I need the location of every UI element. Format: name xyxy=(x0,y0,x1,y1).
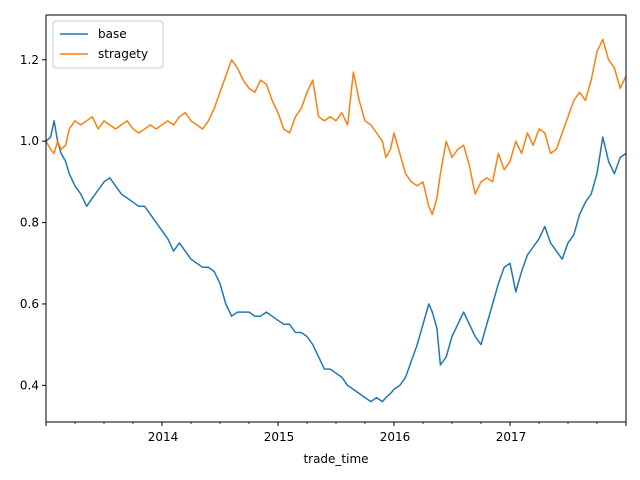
legend-label-base: base xyxy=(98,27,127,41)
y-tick-label: 0.8 xyxy=(20,216,39,230)
series-line-stragety xyxy=(45,38,627,216)
legend: base stragety xyxy=(52,20,164,69)
y-tick-label: 1.0 xyxy=(20,134,39,148)
y-tick-label: 0.4 xyxy=(20,378,39,392)
y-tick-label: 0.6 xyxy=(20,297,39,311)
x-tick-label: 2016 xyxy=(380,430,411,444)
legend-label-stragety: stragety xyxy=(98,47,148,61)
y-axis: 0.4 0.6 0.8 1.0 1.2 xyxy=(20,53,46,392)
x-axis: 2014 2015 2016 2017 xyxy=(45,422,627,444)
series-line-base xyxy=(45,120,627,403)
plot-lines xyxy=(45,38,627,403)
x-tick-label: 2015 xyxy=(264,430,295,444)
legend-box xyxy=(52,20,164,69)
y-tick-label: 1.2 xyxy=(20,53,39,67)
x-axis-label: trade_time xyxy=(303,452,368,466)
plot-frame xyxy=(45,14,627,423)
x-tick-label: 2017 xyxy=(496,430,527,444)
x-tick-label: 2014 xyxy=(148,430,179,444)
